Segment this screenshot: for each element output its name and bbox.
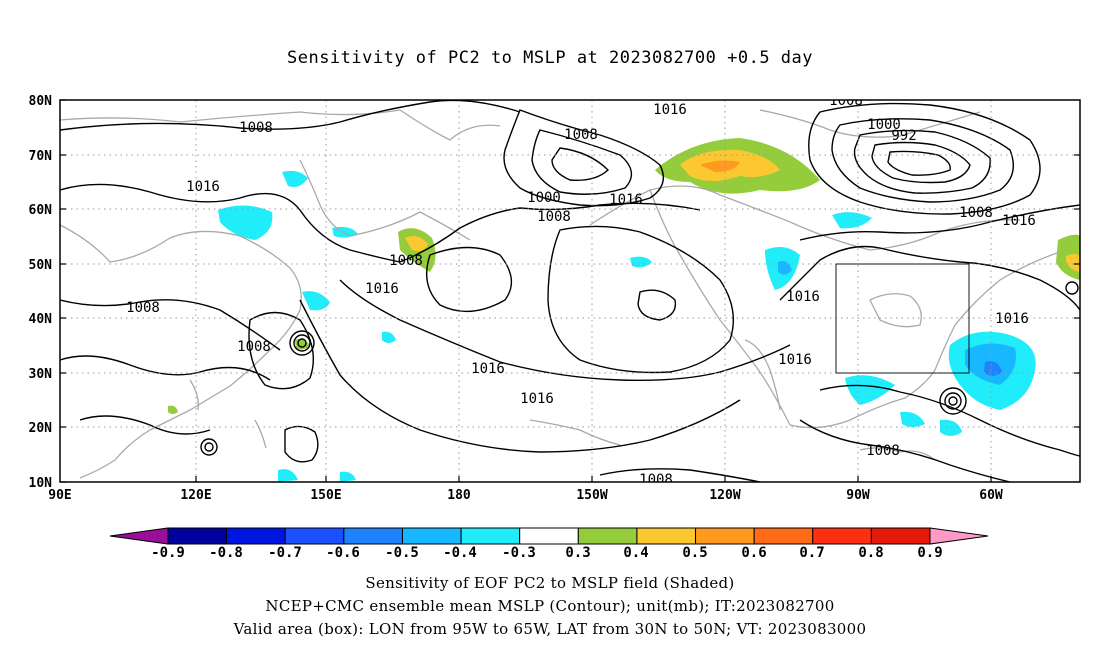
lat-label: 10N bbox=[29, 476, 53, 491]
lon-label: 180 bbox=[447, 488, 471, 503]
colorbar-cell bbox=[167, 527, 228, 545]
closed-lows bbox=[200, 281, 1079, 456]
colorbar-left-arrow bbox=[109, 527, 169, 545]
contour-label: 1000 bbox=[527, 190, 561, 206]
lat-label: 60N bbox=[29, 203, 53, 218]
lat-label: 80N bbox=[29, 94, 53, 109]
contour-label: 1000 bbox=[867, 117, 901, 133]
colorbar-label: 0.5 bbox=[682, 545, 707, 561]
contour-label: 992 bbox=[891, 128, 916, 144]
colorbar-cell bbox=[636, 527, 697, 545]
sensitivity-shading bbox=[168, 138, 1080, 482]
contour-label: 1008 bbox=[829, 93, 863, 109]
map-border bbox=[59, 99, 1081, 483]
colorbar-cell bbox=[753, 527, 814, 545]
colorbar-cell bbox=[695, 527, 755, 545]
contour-label: 1008 bbox=[959, 205, 993, 221]
contour-label: 1008 bbox=[564, 127, 598, 143]
contour-label: 1008 bbox=[126, 300, 160, 316]
contour-label: 1016 bbox=[653, 102, 687, 118]
lat-label: 30N bbox=[29, 367, 53, 382]
colorbar-cell bbox=[343, 527, 403, 545]
lat-label: 40N bbox=[29, 312, 53, 327]
contour-label: 1016 bbox=[186, 179, 220, 195]
lat-label: 50N bbox=[29, 258, 53, 273]
colorbar-label: 0.8 bbox=[858, 545, 883, 561]
footer-line-2: NCEP+CMC ensemble mean MSLP (Contour); u… bbox=[265, 597, 835, 615]
contour-label: 1016 bbox=[995, 311, 1029, 327]
colorbar-cell bbox=[577, 527, 638, 545]
contour-label: 1008 bbox=[239, 120, 273, 136]
colorbar-cell bbox=[870, 527, 931, 545]
longitude-labels: 90E 120E 150E 180 150W 120W 90W 60W bbox=[48, 488, 1003, 503]
colorbar-cells bbox=[167, 527, 931, 545]
colorbar-label: 0.6 bbox=[741, 545, 766, 561]
map-panel bbox=[60, 100, 1080, 482]
colorbar-label: 0.3 bbox=[565, 545, 590, 561]
contour-label: 1016 bbox=[365, 281, 399, 297]
lon-label: 60W bbox=[979, 488, 1003, 503]
colorbar-cell bbox=[460, 527, 521, 545]
contour-label: 1016 bbox=[471, 361, 505, 377]
colorbar-label: 0.9 bbox=[917, 545, 942, 561]
colorbar-label: -0.3 bbox=[502, 545, 536, 561]
colorbar-label: -0.6 bbox=[326, 545, 360, 561]
contour-label: 1016 bbox=[778, 352, 812, 368]
colorbar-cell bbox=[401, 527, 462, 545]
footer-line-1: Sensitivity of EOF PC2 to MSLP field (Sh… bbox=[365, 574, 735, 592]
contour-label: 1008 bbox=[639, 472, 673, 488]
colorbar-cell bbox=[812, 527, 872, 545]
lat-label: 20N bbox=[29, 421, 53, 436]
colorbar-label: -0.9 bbox=[151, 545, 185, 561]
contour-label-group: 1008 1016 1008 1016 1008 1008 1016 1008 … bbox=[126, 93, 1036, 488]
colorbar-cell bbox=[284, 527, 345, 545]
lon-label: 150W bbox=[576, 488, 607, 503]
map-title: Sensitivity of PC2 to MSLP at 2023082700… bbox=[286, 48, 813, 68]
contour-label: 1016 bbox=[1002, 213, 1036, 229]
lon-label: 90E bbox=[48, 488, 71, 503]
colorbar-label: -0.7 bbox=[268, 545, 302, 561]
colorbar-right-arrow bbox=[929, 527, 989, 545]
contour-label: 1016 bbox=[520, 391, 554, 407]
lon-label: 90W bbox=[846, 488, 870, 503]
lon-label: 150E bbox=[310, 488, 341, 503]
colorbar-label: 0.4 bbox=[623, 545, 648, 561]
contour-label: 1008 bbox=[237, 339, 271, 355]
contour-label: 1008 bbox=[537, 209, 571, 225]
colorbar-labels: -0.9 -0.8 -0.7 -0.6 -0.5 -0.4 -0.3 0.3 0… bbox=[151, 545, 943, 561]
contour-label: 1016 bbox=[609, 192, 643, 208]
colorbar-label: -0.5 bbox=[385, 545, 419, 561]
footer-line-3: Valid area (box): LON from 95W to 65W, L… bbox=[233, 620, 867, 638]
valid-area-box bbox=[835, 263, 970, 374]
colorbar-label: -0.4 bbox=[443, 545, 477, 561]
colorbar-cell bbox=[226, 527, 286, 545]
colorbar-cell bbox=[519, 527, 579, 545]
contour-label: 1008 bbox=[389, 253, 423, 269]
lon-label: 120E bbox=[180, 488, 211, 503]
tick-marks bbox=[60, 99, 1080, 483]
contour-label: 1016 bbox=[786, 289, 820, 305]
lat-label: 70N bbox=[29, 149, 53, 164]
colorbar-label: -0.8 bbox=[209, 545, 243, 561]
colorbar-label: 0.7 bbox=[799, 545, 824, 561]
lon-label: 120W bbox=[709, 488, 740, 503]
latitude-labels: 80N 70N 60N 50N 40N 30N 20N 10N bbox=[29, 94, 53, 491]
colorbar: -0.9 -0.8 -0.7 -0.6 -0.5 -0.4 -0.3 0.3 0… bbox=[109, 527, 989, 561]
contour-label: 1008 bbox=[866, 443, 900, 459]
